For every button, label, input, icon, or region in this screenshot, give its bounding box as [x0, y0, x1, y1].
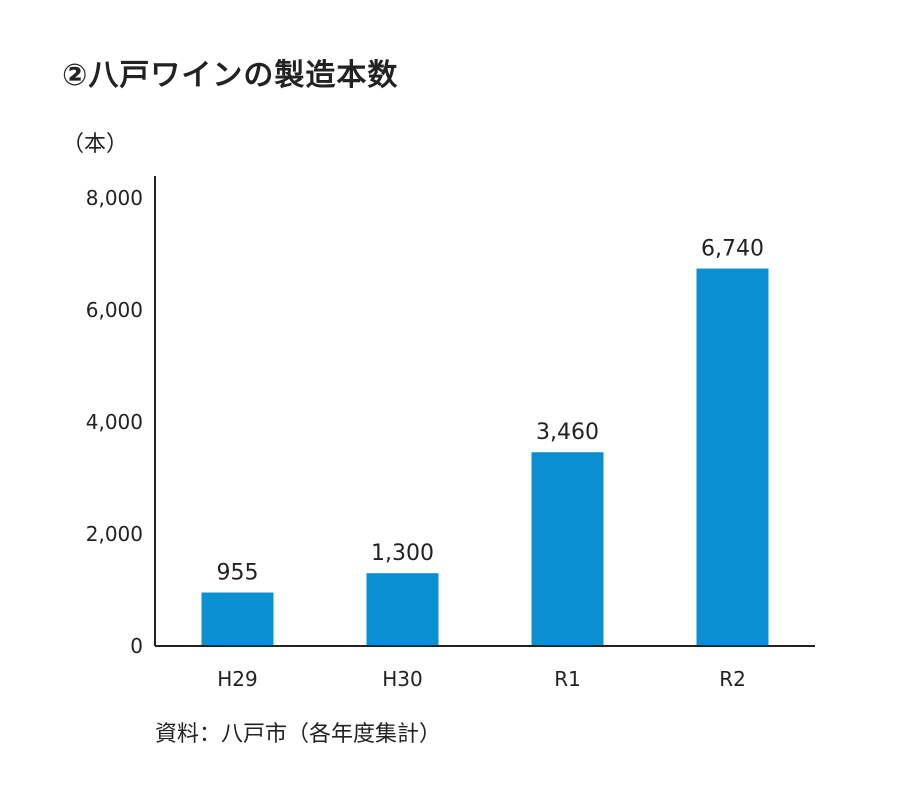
bars: 955 1,300 3,460 6,740	[201, 237, 769, 646]
bar-h30	[366, 573, 439, 646]
y-tick-label: 6,000	[86, 298, 143, 322]
data-label-h30: 1,300	[371, 541, 434, 566]
bar-r1	[531, 452, 604, 646]
x-tick-label: H29	[217, 667, 258, 691]
x-tick-label: R1	[554, 667, 581, 691]
bar-h29	[201, 592, 274, 646]
source-note: 資料：八戸市（各年度集計）	[155, 722, 442, 747]
bar-r2	[696, 268, 769, 646]
data-label-h29: 955	[217, 561, 259, 586]
y-axis-ticks: 0 2,000 4,000 6,000 8,000	[86, 186, 143, 658]
y-tick-label: 4,000	[86, 410, 143, 434]
x-tick-label: H30	[382, 667, 423, 691]
y-tick-label: 8,000	[86, 186, 143, 210]
chart-title: ②八戸ワインの製造本数	[62, 58, 399, 93]
x-axis-ticks: H29 H30 R1 R2	[217, 667, 746, 691]
data-label-r1: 3,460	[536, 420, 599, 445]
y-tick-label: 2,000	[86, 522, 143, 546]
x-tick-label: R2	[719, 667, 746, 691]
y-tick-label: 0	[130, 634, 143, 658]
y-axis-unit-label: （本）	[62, 132, 129, 157]
data-label-r2: 6,740	[701, 237, 764, 262]
